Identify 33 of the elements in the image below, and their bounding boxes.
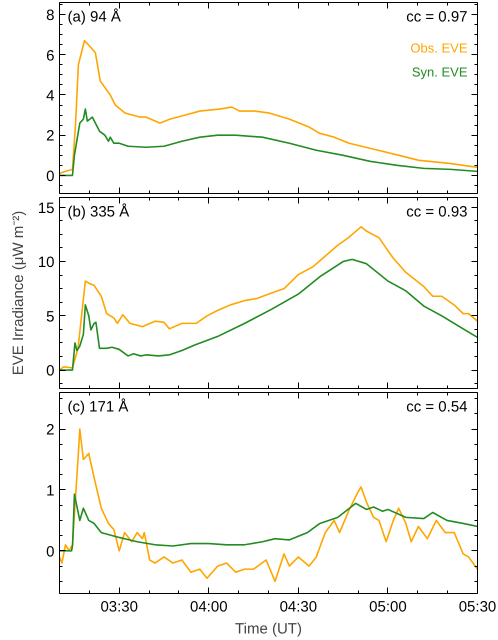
x-axis-title: Time (UT)	[235, 620, 302, 638]
y-tick-label: 15	[38, 200, 55, 217]
x-tick-label: 05:30	[458, 598, 496, 616]
annotation: (b) 335 Å	[68, 202, 130, 220]
y-tick-label: 4	[46, 87, 54, 104]
x-tick-label: 03:30	[100, 598, 138, 616]
y-tick-label: 1	[46, 482, 54, 500]
y-tick-label: 6	[46, 47, 54, 64]
y-tick-label: 0	[46, 168, 54, 185]
y-tick-label: 10	[38, 254, 55, 272]
y-tick-label: 2	[46, 128, 54, 145]
line-series	[60, 40, 478, 174]
line-series	[60, 226, 478, 371]
y-tick-label: 8	[46, 7, 54, 24]
annotation: (a) 94 Å	[68, 8, 121, 26]
y-tick-label: 0	[46, 362, 54, 380]
y-tick-label: 5	[46, 308, 54, 326]
text: Syn. EVE	[412, 64, 468, 80]
annotation: cc = 0.93	[406, 204, 468, 220]
line-series	[60, 258, 478, 371]
x-tick-label: 04:30	[280, 598, 318, 616]
x-tick-label: 04:00	[190, 598, 228, 616]
y-axis-title: EVE Irradiance (μW m⁻²)	[10, 210, 27, 376]
y-tick-label: 2	[46, 422, 54, 439]
x-tick-label: 05:00	[369, 598, 407, 616]
line-series	[60, 493, 478, 552]
line-series	[60, 428, 478, 582]
text: Obs. EVE	[410, 40, 468, 56]
line-series	[60, 108, 478, 176]
annotation: cc = 0.97	[406, 8, 468, 26]
annotation: (c) 171 Å	[68, 398, 128, 416]
y-tick-label: 0	[46, 543, 54, 560]
annotation: cc = 0.54	[406, 398, 468, 416]
